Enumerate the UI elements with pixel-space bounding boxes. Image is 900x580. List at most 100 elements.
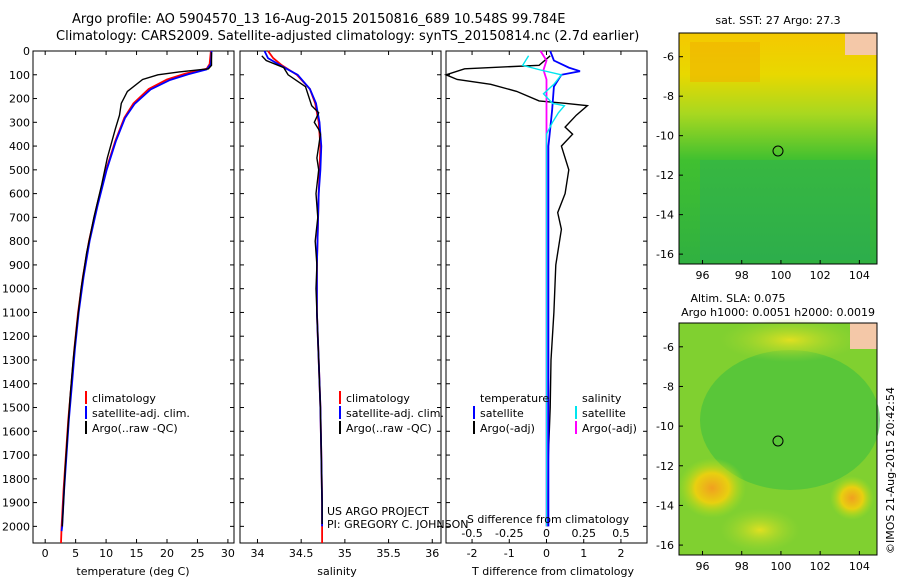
- sst-cool-patch: [700, 160, 870, 260]
- diff-xtick-label: -1: [504, 547, 515, 560]
- temp-legend-argo: Argo(..raw -QC): [92, 422, 178, 435]
- salinity-xtick-label: 34: [250, 547, 264, 560]
- diff-stick-label: 0.5: [612, 527, 630, 540]
- temperature-series-argo: [61, 52, 213, 527]
- sal-legend-sat: satellite-adj. clim.: [346, 407, 444, 420]
- depth-tick-label: 1600: [2, 425, 30, 438]
- diff-xtick-label: 2: [617, 547, 624, 560]
- sla-map-xtick-label: 98: [735, 560, 749, 573]
- diff-xlabel-top: S difference from climatology: [467, 513, 630, 526]
- diff-xtick-label: 1: [580, 547, 587, 560]
- depth-tick-label: 1200: [2, 330, 30, 343]
- sla-yellow-south: [720, 508, 800, 552]
- salinity-xtick-label: 34.5: [289, 547, 314, 560]
- depth-tick-label: 900: [9, 259, 30, 272]
- depth-tick-label: 200: [9, 93, 30, 106]
- diff-legend-argo-s: Argo(-adj): [582, 422, 637, 435]
- diff-series-argo-t: [443, 55, 590, 527]
- figure-title-line2: Climatology: CARS2009. Satellite-adjuste…: [56, 29, 640, 44]
- diff-legend-temp-title: temperature: [480, 392, 549, 405]
- sla-map: [678, 318, 880, 556]
- depth-tick-label: 1000: [2, 283, 30, 296]
- sst-map-ytick-label: -12: [656, 169, 674, 182]
- temperature-panel-frame: [32, 50, 235, 544]
- sst-map-ytick-label: -6: [663, 51, 674, 64]
- sla-map-xtick-label: 100: [770, 560, 791, 573]
- sal-legend-argo: Argo(..raw -QC): [346, 422, 432, 435]
- sst-coast-land: [845, 33, 877, 55]
- depth-tick-label: 800: [9, 235, 30, 248]
- sla-map-title-line2: Argo h1000: 0.0051 h2000: 0.0019: [681, 306, 875, 319]
- temperature-xtick-label: 5: [72, 547, 79, 560]
- depth-tick-label: 300: [9, 116, 30, 129]
- depth-tick-label: 400: [9, 140, 30, 153]
- depth-tick-label: 500: [9, 164, 30, 177]
- depth-tick-label: 100: [9, 69, 30, 82]
- sst-map-ytick-label: -16: [656, 248, 674, 261]
- diff-stick-label: 0.25: [571, 527, 596, 540]
- sla-argo-marker: [772, 435, 784, 447]
- diff-legend-sat-t: satellite: [480, 407, 524, 420]
- temperature-xtick-label: 10: [99, 547, 113, 560]
- sla-warm-eddy-west: [678, 458, 746, 518]
- depth-tick-label: 2000: [2, 520, 30, 533]
- sst-map-ytick-label: -8: [663, 90, 674, 103]
- depth-tick-label: 0: [23, 45, 30, 58]
- sla-map-xtick-label: 102: [810, 560, 831, 573]
- salinity-xtick-label: 36: [425, 547, 439, 560]
- sst-map-title: sat. SST: 27 Argo: 27.3: [715, 14, 840, 27]
- difference-legend: temperature salinity satellite Argo(-adj…: [473, 392, 637, 435]
- sla-map-ytick-label: -8: [663, 380, 674, 393]
- sla-map-ytick-label: -12: [656, 460, 674, 473]
- credit-label: ©IMOS 21-Aug-2015 20:42:54: [884, 387, 897, 554]
- sst-map-xtick-label: 100: [770, 269, 791, 282]
- diff-xtick-label: 0: [543, 547, 550, 560]
- sst-map-ytick-label: -10: [656, 130, 674, 143]
- sla-green-band: [700, 350, 880, 490]
- sst-map-xtick-label: 104: [849, 269, 870, 282]
- sst-argo-marker: [772, 145, 784, 157]
- salinity-legend: climatology satellite-adj. clim. Argo(..…: [339, 391, 444, 435]
- sst-map-frame: [678, 32, 878, 265]
- temperature-legend: climatology satellite-adj. clim. Argo(..…: [85, 391, 190, 435]
- salinity-xtick-label: 35: [338, 547, 352, 560]
- diff-series-argo-s: [521, 55, 566, 527]
- sla-map-ytick-label: -10: [656, 420, 674, 433]
- sla-map-ytick-label: -6: [663, 341, 674, 354]
- temp-legend-clim: climatology: [92, 392, 156, 405]
- sal-legend-clim: climatology: [346, 392, 410, 405]
- depth-tick-label: 1800: [2, 473, 30, 486]
- sla-yellow-north: [720, 318, 860, 362]
- diff-legend-argo-t: Argo(-adj): [480, 422, 535, 435]
- salinity-xtick-label: 35.5: [376, 547, 401, 560]
- sal-annotation-1: US ARGO PROJECT: [327, 505, 429, 518]
- sla-map-xtick-label: 96: [696, 560, 710, 573]
- depth-tick-label: 1100: [2, 306, 30, 319]
- sst-map-ytick-label: -14: [656, 209, 674, 222]
- depth-tick-label: 1400: [2, 378, 30, 391]
- sst-map-xtick-label: 98: [735, 269, 749, 282]
- depth-tick-label: 600: [9, 188, 30, 201]
- temperature-xtick-label: 15: [130, 547, 144, 560]
- diff-xlabel: T difference from climatology: [471, 565, 634, 578]
- diff-series-satellite-t: [547, 50, 581, 527]
- depth-tick-label: 1900: [2, 497, 30, 510]
- sla-map-ytick-label: -16: [656, 539, 674, 552]
- temp-legend-sat: satellite-adj. clim.: [92, 407, 190, 420]
- sla-map-ytick-label: -14: [656, 499, 674, 512]
- sst-warm-patch: [690, 42, 760, 82]
- salinity-xlabel: salinity: [317, 565, 357, 578]
- diff-legend-sat-s: satellite: [582, 407, 626, 420]
- diff-legend-sal-title: salinity: [582, 392, 622, 405]
- temperature-xtick-label: 25: [190, 547, 204, 560]
- depth-tick-label: 1500: [2, 402, 30, 415]
- temperature-xtick-label: 0: [42, 547, 49, 560]
- diff-xtick-label: -2: [467, 547, 478, 560]
- sla-map-xtick-label: 104: [849, 560, 870, 573]
- sla-coast-land: [850, 323, 877, 349]
- temperature-xtick-label: 20: [160, 547, 174, 560]
- diff-stick-label: -0.25: [495, 527, 523, 540]
- salinity-panel-frame: [239, 50, 442, 544]
- sla-map-frame: [678, 322, 878, 556]
